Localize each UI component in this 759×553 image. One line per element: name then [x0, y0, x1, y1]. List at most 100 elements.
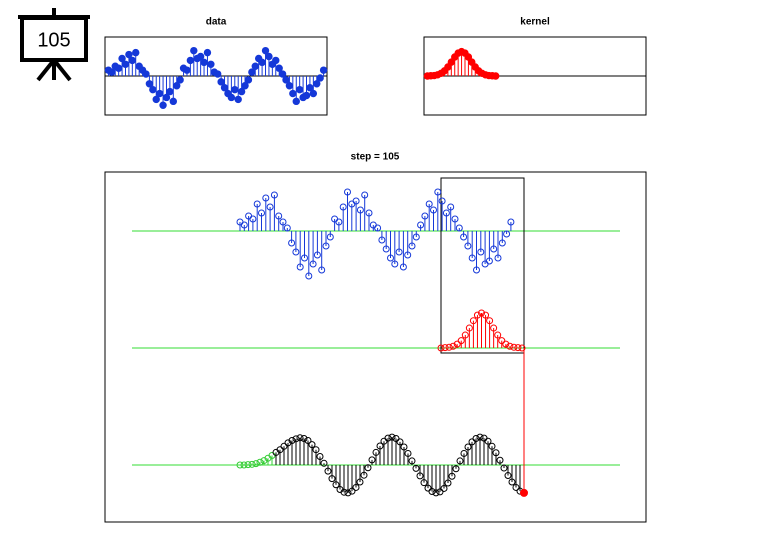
stem-marker	[404, 251, 412, 259]
stem-marker	[392, 434, 400, 442]
stem-marker	[455, 224, 463, 232]
stem-marker	[417, 221, 425, 229]
stem-marker	[416, 472, 424, 480]
stem-marker	[404, 449, 412, 457]
stem-marker	[374, 224, 382, 232]
stem-marker	[251, 62, 259, 70]
stem-marker	[258, 209, 265, 217]
stem-marker	[114, 64, 123, 72]
stem-marker	[464, 242, 472, 250]
stem-marker	[441, 344, 449, 352]
stem-marker	[514, 344, 522, 352]
stem-marker	[313, 80, 321, 88]
stem-marker	[444, 479, 452, 487]
stem-marker	[438, 197, 446, 205]
stem-marker	[258, 58, 266, 67]
stem-marker	[339, 203, 347, 211]
stem-marker	[319, 66, 328, 74]
stem-marker	[378, 236, 386, 244]
stem-marker	[440, 484, 448, 492]
stem-marker	[352, 197, 360, 205]
stem-marker	[472, 434, 480, 442]
stem-marker	[504, 472, 512, 480]
stem-marker	[296, 434, 304, 442]
chart-title: step = 105	[351, 152, 400, 163]
stem-marker	[448, 472, 456, 480]
stem-marker	[145, 80, 154, 88]
stem-marker	[308, 441, 316, 449]
stem-marker	[382, 245, 390, 253]
stem-marker	[176, 76, 184, 84]
stem-marker	[361, 191, 369, 199]
stem-marker	[220, 84, 229, 92]
stem-marker	[152, 95, 160, 104]
stem-marker	[118, 54, 126, 63]
stem-marker	[169, 97, 178, 106]
stem-marker	[332, 481, 340, 489]
stem-marker	[436, 488, 444, 496]
stem-marker	[155, 89, 164, 98]
stem-marker	[335, 218, 343, 226]
stem-marker	[428, 488, 436, 496]
stem-marker	[368, 456, 376, 464]
stem-marker	[510, 343, 518, 351]
stem-marker	[518, 344, 526, 352]
stem-marker	[316, 74, 324, 82]
current-marker	[520, 488, 528, 497]
stem-marker	[234, 95, 242, 104]
stem-marker	[262, 194, 270, 202]
stem-marker	[492, 72, 500, 80]
stem-marker	[498, 337, 506, 345]
stem-marker	[496, 456, 504, 464]
stem-marker	[484, 437, 492, 445]
stem-marker	[506, 342, 514, 350]
axes-box	[104, 171, 647, 523]
chart-title: kernel	[520, 17, 550, 28]
stem-marker	[468, 58, 476, 66]
stem-marker	[249, 215, 257, 223]
stem-marker	[468, 438, 476, 446]
slide-icon: 105	[18, 8, 90, 82]
stem-marker	[490, 324, 498, 332]
stem-marker	[166, 87, 174, 96]
stem-marker	[312, 446, 320, 454]
stem-marker	[395, 248, 403, 256]
stem-marker	[461, 331, 469, 339]
stem-marker	[292, 248, 300, 256]
stem-marker	[473, 266, 480, 274]
stem-marker	[300, 434, 308, 442]
stem-marker	[340, 488, 348, 496]
stem-marker	[488, 442, 496, 450]
stem-marker	[108, 68, 116, 76]
stem-marker	[391, 260, 399, 268]
stem-marker	[492, 449, 500, 457]
stem-marker	[309, 89, 318, 98]
stem-marker	[464, 53, 473, 61]
stem-marker	[447, 203, 455, 211]
stem-marker	[217, 78, 225, 86]
stem-marker	[485, 257, 493, 265]
stem-marker	[456, 457, 464, 465]
stem-marker	[280, 442, 288, 450]
stem-marker	[352, 483, 360, 491]
stem-marker	[272, 56, 280, 65]
stem-marker	[248, 460, 256, 468]
stem-marker	[324, 467, 332, 475]
stem-marker	[253, 200, 261, 208]
stem-marker	[430, 206, 437, 214]
stem-marker	[162, 93, 171, 102]
stem-marker	[309, 260, 317, 268]
stem-marker	[279, 218, 287, 226]
chart-title: data	[206, 17, 227, 28]
stem-marker	[490, 245, 498, 253]
stem-marker	[275, 212, 283, 220]
stem-marker	[434, 188, 442, 196]
stem-marker	[465, 324, 473, 332]
stem-marker	[425, 200, 433, 208]
stem-marker	[364, 464, 372, 472]
stem-marker	[203, 48, 212, 57]
stem-marker	[270, 191, 278, 199]
stem-marker	[142, 70, 150, 78]
stem-marker	[486, 317, 494, 325]
